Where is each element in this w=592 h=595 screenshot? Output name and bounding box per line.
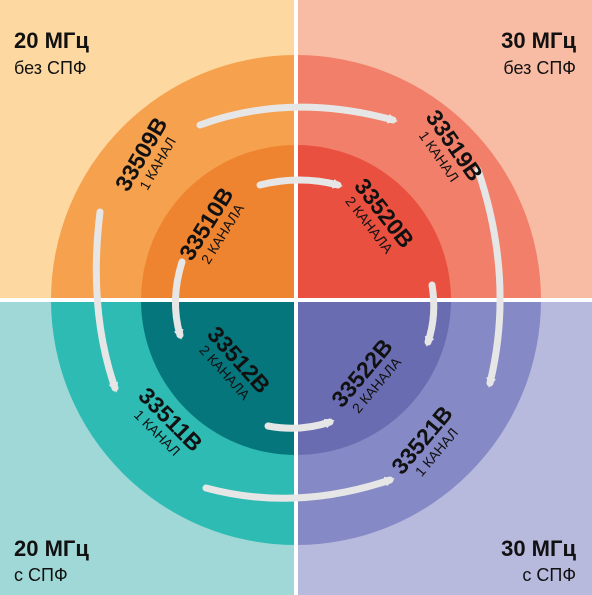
corner-title-top-left: 20 МГц (14, 28, 89, 53)
corner-title-bottom-right: 30 МГц (501, 536, 576, 561)
corner-subtitle-top-left: без СПФ (14, 58, 87, 78)
inner-circle-bottom-right (296, 300, 451, 455)
corner-subtitle-bottom-left: с СПФ (14, 565, 68, 585)
arrow-outer-left (92, 208, 119, 393)
arrow-outer-right (474, 166, 504, 388)
corner-subtitle-top-right: без СПФ (503, 58, 576, 78)
corner-title-bottom-left: 20 МГц (14, 536, 89, 561)
corner-subtitle-bottom-right: с СПФ (522, 565, 576, 585)
arrow-outer-top (196, 103, 398, 129)
arrow-inner-bottom (264, 418, 335, 432)
arrow-inner-right (424, 281, 438, 347)
arrow-inner-top (256, 176, 343, 189)
arrow-outer-bottom (202, 476, 395, 502)
horizontal-divider (0, 298, 592, 302)
corner-title-top-right: 30 МГц (501, 28, 576, 53)
arrow-inner-left (171, 258, 186, 340)
vertical-divider (294, 0, 298, 595)
